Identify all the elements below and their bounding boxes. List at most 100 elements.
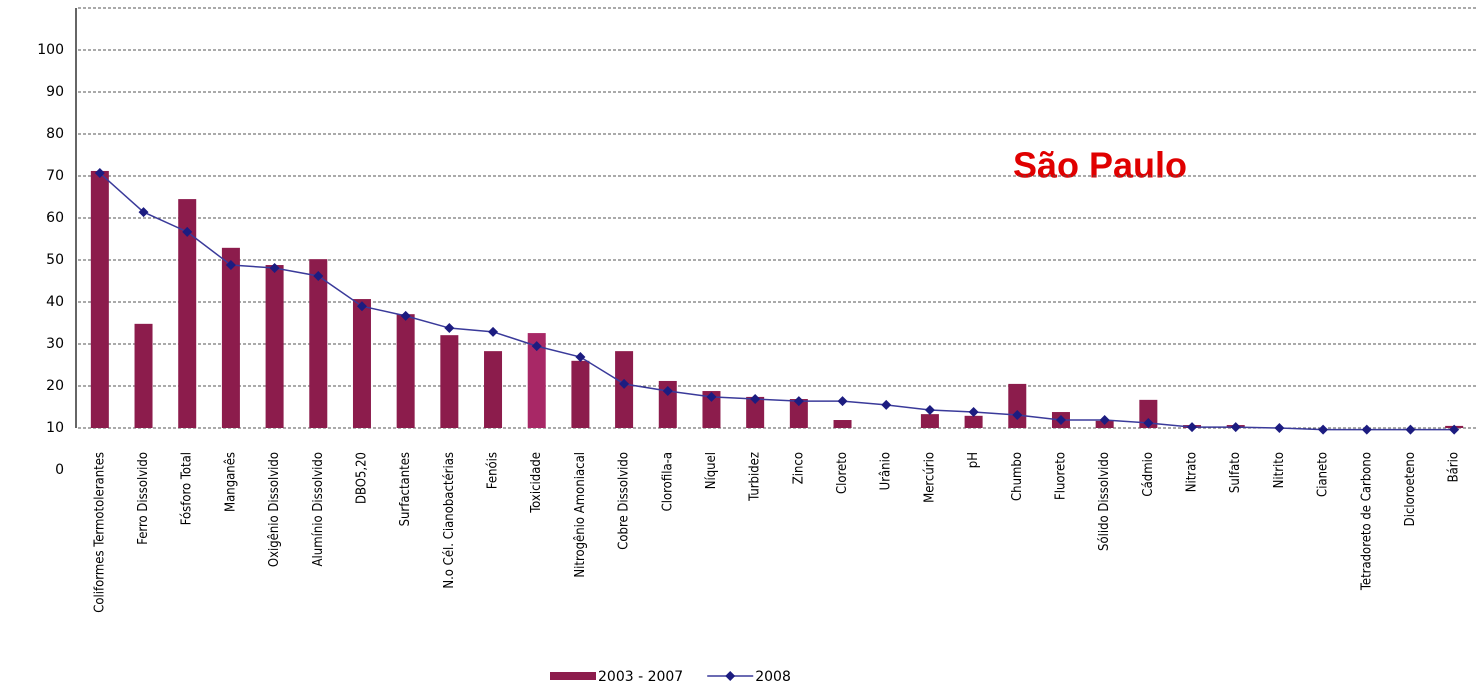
x-tick-label: Cádmio: [1141, 452, 1156, 497]
marker: [793, 396, 804, 407]
x-tick-label: Coliformes Termotolerantes: [92, 452, 107, 613]
chart-title: São Paulo: [1013, 145, 1187, 186]
x-tick-label: Fluoreto: [1053, 452, 1068, 500]
x-tick-label: Tetradoreto de Carbono: [1359, 452, 1374, 591]
bar: [789, 399, 808, 428]
marker: [400, 310, 411, 321]
y-tick-label: 70: [46, 168, 64, 184]
bar: [484, 351, 503, 428]
bar: [221, 247, 240, 428]
marker: [138, 207, 149, 218]
marker: [662, 386, 673, 397]
bar: [658, 380, 677, 428]
marker: [881, 399, 892, 410]
marker: [924, 404, 935, 415]
y-tick-label: 0: [55, 462, 64, 478]
x-tick-label: Ferro Dissolvido: [136, 452, 151, 545]
x-tick-label: Cianeto: [1316, 452, 1331, 497]
x-tick-label: pH: [966, 452, 981, 468]
marker: [356, 301, 367, 312]
marker: [1187, 422, 1198, 433]
marker: [1361, 424, 1372, 435]
y-tick-label: 40: [46, 294, 64, 310]
bar: [920, 414, 939, 428]
x-tick-label: Dicloroeteno: [1403, 452, 1418, 526]
x-tick-label: Clorofila-a: [660, 452, 675, 511]
marker: [94, 168, 105, 179]
x-tick-label: Sulfato: [1228, 452, 1243, 493]
bar: [702, 391, 721, 428]
x-tick-label: Cloreto: [835, 452, 850, 494]
marker: [1405, 424, 1416, 435]
x-tick-label: Urânio: [879, 452, 894, 490]
bar: [1008, 383, 1027, 428]
bar: [1139, 399, 1158, 428]
bar: [396, 314, 415, 428]
marker: [225, 260, 236, 271]
x-tick-label: Cobre Dissolvido: [617, 452, 632, 550]
bar: [134, 323, 153, 428]
x-tick-label: Nitrato: [1185, 452, 1200, 492]
bar: [309, 259, 328, 428]
x-tick-label: Bário: [1447, 452, 1462, 482]
marker: [313, 270, 324, 281]
x-tick-label: Zinco: [791, 452, 806, 484]
bar: [178, 199, 197, 428]
x-tick-label: Oxigênio Dissolvido: [267, 452, 282, 567]
bar: [615, 351, 634, 428]
bar: [571, 360, 590, 428]
x-tick-label: Fósforo Total: [180, 452, 195, 525]
x-tick-label: Toxicidade: [529, 452, 544, 514]
x-tick-label: DBO5,20: [354, 452, 369, 504]
bar: [440, 335, 459, 428]
legend-marker: [725, 671, 736, 681]
bar: [833, 420, 852, 428]
y-tick-label: 100: [37, 42, 64, 58]
bar: [90, 170, 109, 428]
bar: [746, 396, 765, 428]
marker: [182, 226, 193, 237]
legend-swatch: [550, 672, 596, 680]
marker: [1055, 415, 1066, 426]
marker: [531, 341, 542, 352]
x-tick-label: Nitrito: [1272, 452, 1287, 488]
y-tick-label: 10: [46, 420, 64, 436]
x-tick-label: Surfactantes: [398, 452, 413, 526]
marker: [619, 378, 630, 389]
x-tick-label: Nitrogênio Amoniacal: [573, 452, 588, 578]
x-tick-label: Alumínio Dissolvido: [311, 452, 326, 566]
y-tick-label: 30: [46, 336, 64, 352]
marker: [968, 407, 979, 418]
marker: [1449, 424, 1460, 435]
y-tick-label: 50: [46, 252, 64, 268]
line: [99, 172, 1455, 431]
x-tick-label: Sólido Dissolvido: [1097, 452, 1112, 551]
y-tick-label: 20: [46, 378, 64, 394]
marker: [444, 323, 455, 334]
x-tick-label: Níquel: [704, 452, 719, 489]
x-tick-label: Chumbo: [1010, 452, 1025, 501]
marker: [1099, 415, 1110, 426]
marker: [1143, 417, 1154, 428]
y-tick-label: 60: [46, 210, 64, 226]
y-tick-label: 80: [46, 126, 64, 142]
x-tick-label: Fenóis: [486, 452, 501, 489]
x-tick-label: Manganês: [223, 452, 238, 512]
marker: [1230, 422, 1241, 433]
marker: [706, 391, 717, 402]
bar: [964, 415, 983, 428]
marker: [269, 262, 280, 273]
marker: [837, 396, 848, 407]
marker: [1012, 409, 1023, 420]
x-tick-label: N.o Cél. Cianobactérias: [442, 452, 457, 589]
marker: [1318, 424, 1329, 435]
marker: [1274, 423, 1285, 433]
legend-label: 2008: [755, 669, 791, 685]
x-tick-label: Turbidez: [748, 452, 763, 502]
bar: [265, 265, 284, 428]
marker: [750, 394, 761, 405]
legend-label: 2003 - 2007: [598, 669, 683, 685]
bar: [527, 333, 546, 428]
marker: [488, 326, 499, 337]
